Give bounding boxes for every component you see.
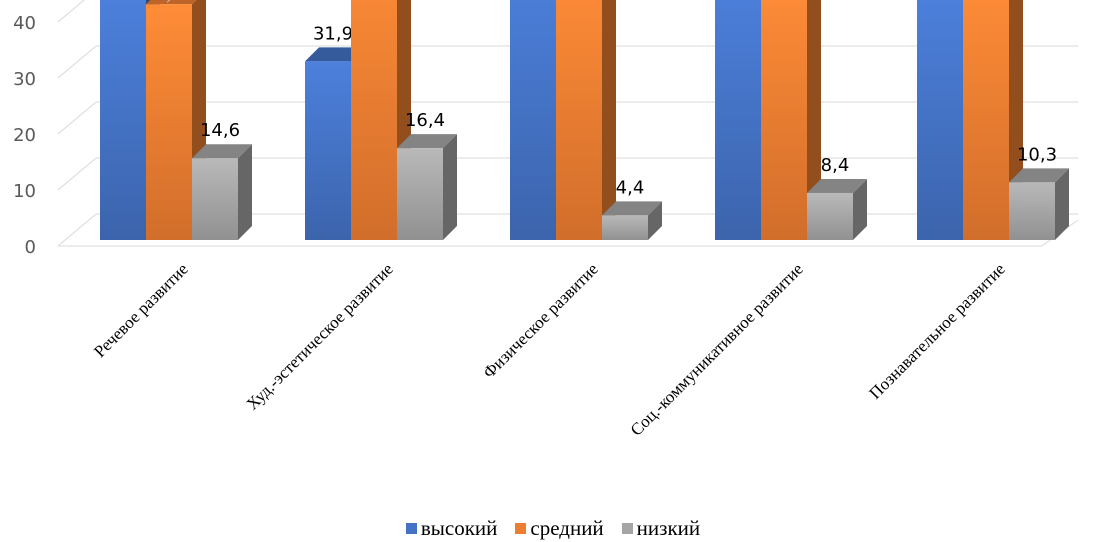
gridline-depth: [57, 157, 97, 191]
bar-top: [1009, 168, 1069, 183]
bar: [807, 192, 853, 240]
bar-top: [602, 201, 662, 216]
bar-top: [397, 134, 457, 149]
bar: [1009, 182, 1055, 240]
legend-label: низкий: [636, 516, 701, 540]
bar-side: [853, 178, 867, 240]
data-label: 4,4: [616, 177, 645, 198]
y-tick-label: 20: [13, 125, 36, 146]
bar: [602, 215, 648, 240]
x-category-label: Познавательное развитие: [865, 259, 1008, 402]
y-tick-label: 40: [13, 13, 36, 34]
x-category-label: Речевое развитие: [90, 259, 192, 361]
bar: [715, 0, 761, 241]
bar-side: [238, 144, 252, 240]
bar-side: [807, 0, 821, 240]
bar-side: [648, 201, 662, 240]
x-category-label: Физическое развитие: [479, 259, 602, 382]
gridline-depth: [57, 0, 85, 23]
bar-side: [1055, 168, 1069, 240]
bar-top: [807, 178, 867, 193]
legend-swatch: [515, 523, 527, 534]
y-tick-label: 10: [13, 181, 36, 202]
bar: [146, 4, 192, 240]
gridline-depth: [57, 45, 97, 79]
legend-item: средний: [515, 516, 604, 541]
x-category-label: Соц.-коммуникативное развитие: [627, 259, 807, 439]
gridline-depth: [57, 101, 97, 135]
bar-top: [305, 47, 365, 62]
y-tick-label: 30: [13, 69, 36, 90]
legend-label: высокий: [420, 516, 498, 540]
chart-legend: высокий средний низкий: [0, 516, 1106, 541]
leader-line: [166, 0, 171, 3]
bar: [351, 0, 397, 240]
data-label: 31,9: [313, 23, 353, 44]
legend-item: низкий: [621, 516, 701, 541]
bar: [100, 0, 146, 240]
x-category-label: Худ.-эстетическое развитие: [243, 259, 397, 413]
legend-item: высокий: [405, 516, 498, 541]
data-label: 16,4: [405, 110, 445, 131]
bar: [556, 0, 602, 240]
bar: [305, 61, 351, 240]
bar-side: [443, 134, 457, 240]
legend-label: средний: [530, 516, 604, 540]
bar: [192, 158, 238, 240]
data-label: 10,3: [1017, 144, 1057, 165]
bar: [397, 148, 443, 240]
bar: [917, 0, 963, 240]
bar: [761, 0, 807, 241]
bar-side: [602, 0, 616, 240]
bar-top: [146, 0, 197, 5]
data-label: 8,4: [821, 155, 850, 176]
legend-swatch: [621, 523, 633, 534]
legend-swatch: [405, 523, 417, 534]
y-tick-label: 0: [25, 237, 36, 258]
gridline-depth: [57, 213, 97, 247]
bar: [963, 0, 1009, 240]
bar-top: [192, 144, 252, 159]
data-label: 14,6: [200, 120, 240, 141]
bar: [510, 0, 556, 240]
